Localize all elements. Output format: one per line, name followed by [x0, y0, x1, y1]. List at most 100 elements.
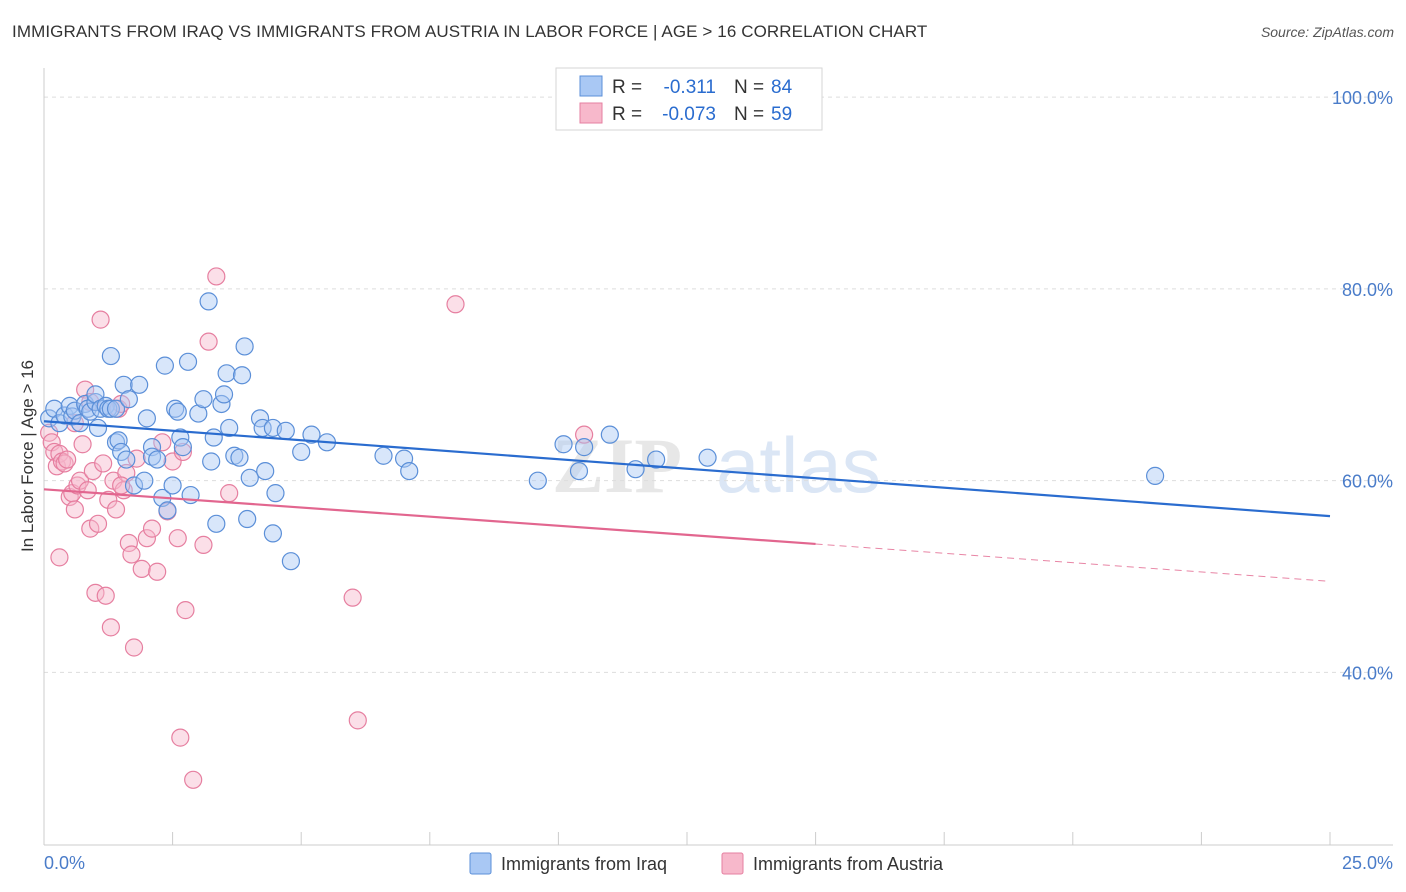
iraq-point-45 — [199, 292, 218, 311]
austria-point-19 — [88, 514, 108, 533]
iraq-point-65 — [276, 421, 295, 440]
iraq-point-27 — [130, 375, 149, 394]
watermark-zip: ZIP — [552, 422, 682, 509]
iraq-point-76 — [575, 438, 594, 457]
iraq-point-41 — [178, 352, 198, 371]
austria-point-23 — [99, 490, 118, 509]
iraq-point-54 — [230, 448, 249, 467]
iraq-point-43 — [189, 404, 208, 423]
trend-lines — [43, 420, 1331, 582]
iraq-point-80 — [698, 448, 717, 467]
austria-point-21 — [94, 454, 113, 473]
iraq-point-73 — [528, 471, 547, 490]
austria-point-52 — [348, 711, 367, 730]
legend-austria-label: Immigrants from Austria — [753, 854, 944, 874]
iraq-r-label: R = — [612, 77, 642, 98]
austria-point-47 — [194, 535, 213, 555]
iraq-point-66 — [281, 552, 301, 571]
austria-point-43 — [171, 728, 190, 747]
iraq-point-18 — [101, 346, 120, 366]
iraq-point-81 — [1146, 466, 1165, 485]
austria-point-55 — [50, 548, 69, 567]
iraq-point-56 — [235, 337, 254, 356]
iraq-point-20 — [106, 433, 126, 452]
iraq-swatch — [579, 75, 603, 97]
iraq-point-3 — [55, 406, 74, 425]
series-legend: Immigrants from Iraq Immigrants from Aus… — [469, 852, 944, 875]
austria-point-49 — [207, 267, 226, 286]
iraq-point-28 — [135, 471, 154, 490]
iraq-point-19 — [106, 399, 126, 418]
austria-point-26 — [106, 500, 126, 519]
stats-legend: R = -0.311 N = 84 R = -0.073 N = 59 — [555, 67, 823, 131]
austria-point-33 — [124, 638, 144, 657]
source-credit: Source: ZipAtlas.com — [1260, 24, 1394, 40]
austria-point-10 — [65, 500, 84, 519]
iraq-point-12 — [86, 385, 105, 404]
iraq-point-78 — [626, 460, 645, 479]
austria-point-17 — [83, 461, 102, 481]
x-tick-label-min: 0.0% — [44, 853, 85, 873]
iraq-point-29 — [137, 409, 156, 428]
y-tick-labels: 100.0% 80.0% 60.0% 40.0% — [1332, 88, 1393, 683]
y-tick-label-1: 80.0% — [1342, 280, 1393, 300]
iraq-point-1 — [45, 399, 64, 418]
iraq-point-21 — [109, 431, 128, 450]
gridlines — [44, 96, 1393, 673]
iraq-point-61 — [256, 461, 275, 481]
austria-trend-line — [43, 488, 816, 546]
iraq-point-26 — [124, 476, 144, 495]
austria-point-54 — [575, 425, 594, 444]
chart-title: IMMIGRANTS FROM IRAQ VS IMMIGRANTS FROM … — [12, 22, 928, 41]
iraq-trend-line — [43, 420, 1331, 518]
iraq-point-15 — [96, 396, 115, 415]
x-ticks — [172, 832, 1331, 845]
austria-point-53 — [446, 295, 465, 314]
iraq-point-40 — [173, 438, 192, 457]
iraq-r-value: -0.311 — [664, 77, 716, 98]
iraq-point-75 — [569, 461, 589, 481]
y-tick-label-2: 60.0% — [1342, 472, 1393, 492]
iraq-point-64 — [266, 484, 285, 503]
austria-point-44 — [173, 442, 192, 462]
iraq-point-23 — [114, 375, 133, 394]
iraq-point-13 — [88, 418, 108, 438]
legend-austria-swatch — [721, 852, 744, 875]
iraq-n-label: N = — [734, 77, 764, 98]
austria-point-32 — [122, 545, 141, 564]
watermark-atlas: atlas — [716, 421, 881, 509]
austria-point-39 — [153, 433, 172, 452]
austria-point-38 — [148, 562, 167, 581]
austria-point-48 — [199, 332, 218, 351]
iraq-point-37 — [166, 399, 185, 418]
austria-point-11 — [68, 476, 87, 495]
austria-point-24 — [101, 618, 120, 637]
iraq-point-70 — [374, 446, 393, 465]
y-tick-label-3: 40.0% — [1342, 663, 1393, 683]
iraq-point-48 — [207, 514, 226, 533]
austria-n-label: N = — [734, 104, 764, 125]
iraq-point-72 — [400, 461, 419, 481]
legend-iraq-swatch — [469, 852, 492, 875]
austria-point-31 — [119, 533, 138, 553]
iraq-point-51 — [217, 364, 236, 383]
austria-point-46 — [184, 770, 203, 789]
austria-r-value: -0.073 — [662, 104, 716, 125]
austria-point-35 — [132, 559, 151, 578]
iraq-point-77 — [600, 425, 619, 444]
iraq-point-57 — [238, 509, 257, 529]
iraq-point-25 — [119, 390, 138, 409]
austria-point-51 — [343, 588, 362, 607]
legend-iraq-label: Immigrants from Iraq — [501, 854, 667, 874]
iraq-n-value: 84 — [771, 77, 793, 98]
iraq-point-14 — [91, 399, 110, 418]
iraq-point-24 — [117, 450, 136, 469]
iraq-point-31 — [142, 447, 162, 466]
austria-point-20 — [91, 310, 110, 329]
austria-point-50 — [220, 484, 239, 503]
iraq-point-35 — [158, 501, 177, 520]
austria-point-13 — [73, 435, 92, 454]
iraq-point-38 — [168, 402, 187, 421]
austria-point-22 — [96, 586, 115, 605]
